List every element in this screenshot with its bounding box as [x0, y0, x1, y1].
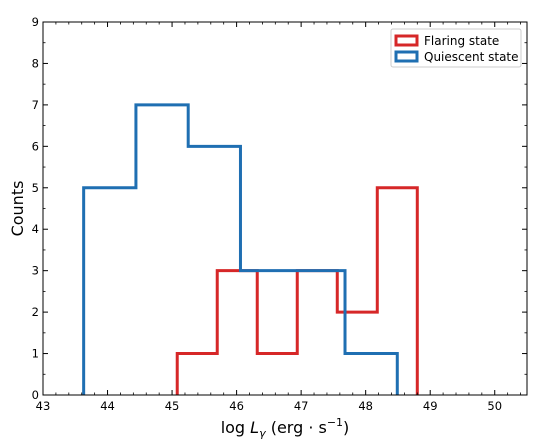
legend-box — [390, 28, 522, 68]
x-label-close: ) — [343, 418, 349, 437]
y-tick-label: 1 — [32, 347, 39, 361]
legend-entry-label: Flaring state — [424, 34, 499, 48]
y-axis-label: Counts — [8, 181, 27, 237]
x-label-subscript: γ — [259, 427, 266, 440]
x-tick-label: 44 — [100, 399, 115, 413]
series-outline-quiescent — [82, 103, 399, 395]
x-tick-label: 45 — [165, 399, 180, 413]
legend: Flaring state Quiescent state — [390, 28, 522, 68]
y-tick-label: 7 — [32, 98, 39, 112]
legend-swatch — [394, 50, 419, 63]
y-tick-label: 3 — [32, 264, 39, 278]
x-tick-label: 47 — [294, 399, 309, 413]
y-tick-label: 8 — [32, 56, 39, 70]
y-tick-label: 6 — [32, 139, 39, 153]
series-layer — [82, 103, 419, 395]
x-label-variable: L — [250, 418, 259, 437]
x-label-unit: (erg · s — [266, 418, 327, 437]
x-label-superscript: −1 — [327, 416, 343, 429]
x-tick-label: 43 — [36, 399, 51, 413]
y-tick-label: 4 — [32, 222, 39, 236]
y-tick-label: 5 — [32, 181, 39, 195]
y-tick-label: 2 — [32, 305, 39, 319]
plot-frame — [42, 21, 528, 396]
legend-swatch — [394, 34, 419, 47]
x-axis-label: log Lγ (erg · s−1) — [221, 416, 350, 440]
x-tick-label: 48 — [358, 399, 373, 413]
y-tick-label: 0 — [32, 388, 39, 402]
legend-entry-label: Quiescent state — [424, 50, 519, 64]
y-tick-label: 9 — [32, 15, 39, 29]
x-tick-label: 50 — [487, 399, 502, 413]
x-tick-label: 46 — [229, 399, 244, 413]
x-label-base: log — [221, 418, 250, 437]
series-outline-flaring — [175, 186, 419, 395]
x-tick-label: 49 — [423, 399, 438, 413]
